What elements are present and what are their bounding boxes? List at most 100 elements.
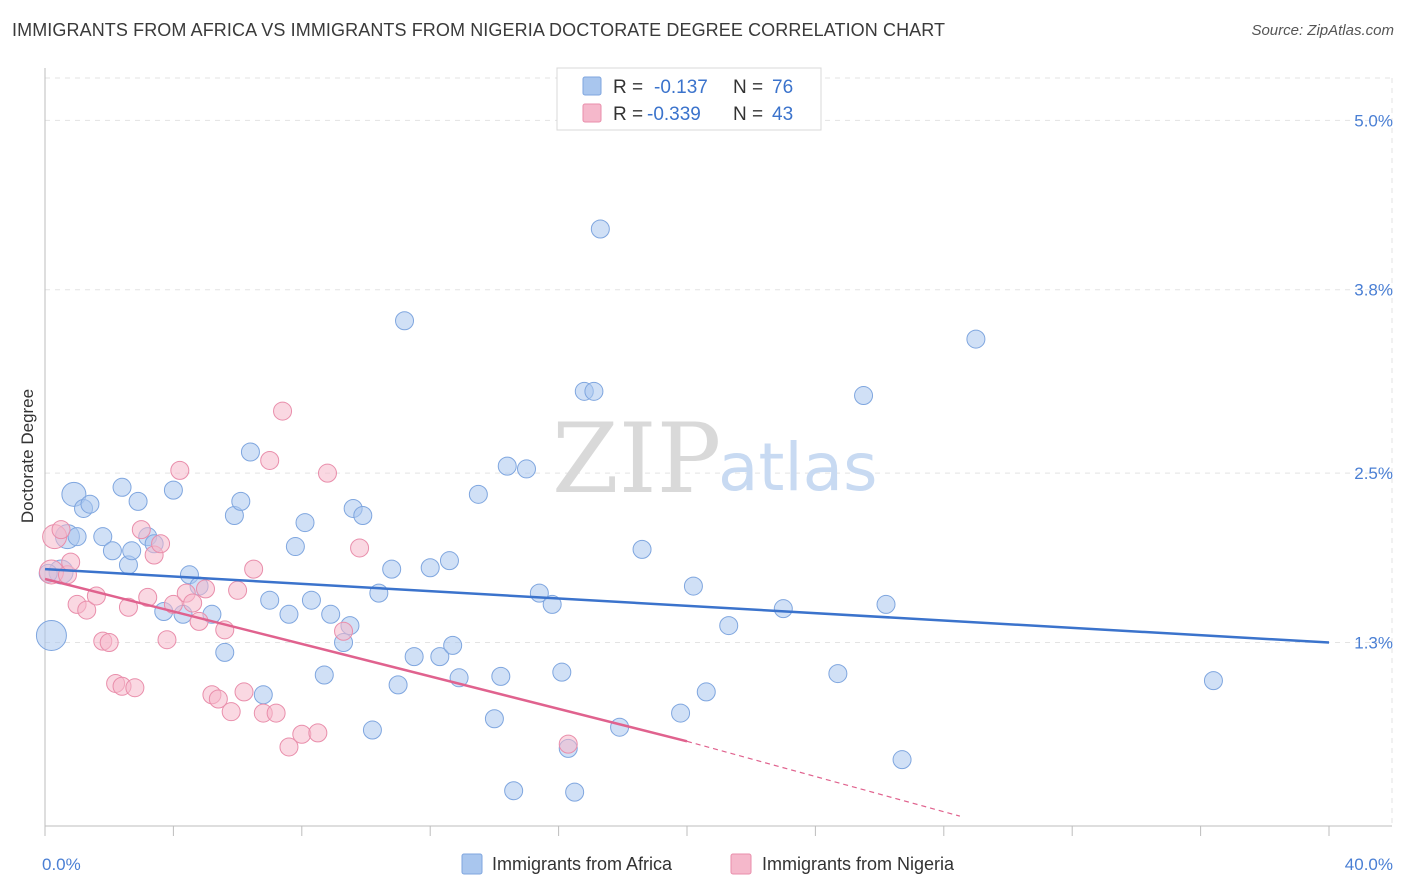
- point-africa: [260, 590, 280, 610]
- point-africa: [439, 551, 459, 571]
- point-nigeria: [77, 600, 97, 620]
- point-africa: [504, 781, 524, 801]
- point-africa: [828, 664, 848, 684]
- point-africa: [35, 619, 67, 651]
- legend-n-value: 76: [772, 77, 793, 98]
- point-africa: [610, 717, 630, 737]
- point-africa: [295, 513, 315, 533]
- point-africa: [468, 484, 488, 504]
- x-tick-label: 0.0%: [42, 855, 81, 874]
- point-africa: [395, 311, 415, 331]
- point-africa: [215, 642, 235, 662]
- point-nigeria: [189, 611, 209, 631]
- point-nigeria: [334, 621, 354, 641]
- point-africa: [321, 604, 341, 624]
- point-africa: [253, 685, 273, 705]
- point-nigeria: [170, 460, 190, 480]
- legend-top: R = -0.137 N = 76 R = -0.339 N = 43: [556, 67, 822, 131]
- point-africa: [388, 675, 408, 695]
- legend-row-africa: R = -0.137 N = 76: [582, 76, 793, 98]
- point-africa: [80, 494, 100, 514]
- watermark-atlas: atlas: [718, 429, 878, 506]
- legend-n-value: 43: [772, 104, 793, 125]
- point-nigeria: [317, 463, 337, 483]
- point-africa: [285, 537, 305, 557]
- trend-line-africa: [44, 567, 1330, 644]
- trend-line-nigeria: [44, 577, 688, 743]
- legend-r-value: -0.137: [654, 77, 708, 98]
- legend-swatch-africa: [461, 853, 483, 875]
- point-nigeria: [196, 579, 215, 599]
- point-nigeria: [208, 689, 228, 709]
- trend-lines: [44, 567, 1330, 817]
- legend-bottom: Immigrants from Africa Immigrants from N…: [461, 853, 955, 875]
- trend-line-nigeria-extension: [686, 740, 961, 817]
- legend-swatch-nigeria: [730, 853, 752, 875]
- point-africa: [683, 576, 703, 596]
- point-nigeria: [51, 520, 71, 540]
- point-africa: [314, 665, 334, 685]
- point-africa: [491, 666, 511, 686]
- point-nigeria: [221, 702, 241, 722]
- data-points: [35, 219, 1223, 802]
- point-africa: [966, 329, 986, 349]
- point-nigeria: [308, 723, 328, 743]
- point-africa: [517, 459, 536, 479]
- y-axis-label: Doctorate Degree: [18, 389, 37, 523]
- legend-n-label: N =: [733, 77, 763, 98]
- point-nigeria: [260, 450, 280, 470]
- y-tick-label: 3.8%: [1354, 281, 1393, 300]
- point-africa: [279, 604, 299, 624]
- point-africa: [128, 491, 148, 511]
- point-nigeria: [183, 593, 203, 613]
- legend-n-label: N =: [733, 104, 763, 125]
- legend-r-value: -0.339: [647, 104, 701, 125]
- point-africa: [301, 590, 321, 610]
- point-africa: [542, 594, 562, 614]
- watermark-zip: ZIP: [552, 403, 721, 515]
- point-africa: [552, 662, 572, 682]
- x-tick-labels: 0.0% 40.0%: [42, 855, 1393, 874]
- point-africa: [584, 381, 604, 401]
- x-tick-label: 40.0%: [1345, 855, 1393, 874]
- legend-swatch-nigeria: [582, 103, 602, 123]
- point-africa: [773, 599, 793, 619]
- point-nigeria: [151, 534, 171, 554]
- point-africa: [671, 703, 691, 723]
- point-africa: [430, 647, 450, 667]
- point-africa: [590, 219, 610, 239]
- point-africa: [240, 442, 260, 462]
- point-africa: [420, 558, 440, 578]
- point-africa: [484, 709, 504, 729]
- point-africa: [497, 456, 517, 476]
- point-nigeria: [234, 682, 254, 702]
- point-africa: [353, 506, 373, 526]
- point-nigeria: [99, 633, 119, 653]
- point-africa: [892, 750, 912, 770]
- point-africa: [632, 539, 652, 559]
- point-nigeria: [61, 552, 81, 572]
- point-nigeria: [157, 630, 177, 650]
- point-africa: [854, 386, 874, 406]
- point-africa: [696, 682, 716, 702]
- point-nigeria: [292, 724, 312, 744]
- legend-row-nigeria: R = -0.339 N = 43: [582, 103, 793, 125]
- y-tick-label: 1.3%: [1354, 634, 1393, 653]
- point-nigeria: [125, 678, 145, 698]
- axes: [44, 68, 1392, 836]
- legend-swatch-africa: [582, 76, 602, 96]
- point-africa: [362, 720, 382, 740]
- point-nigeria: [266, 703, 286, 723]
- point-nigeria: [350, 538, 370, 558]
- point-africa: [163, 480, 183, 500]
- point-nigeria: [279, 737, 299, 757]
- point-nigeria: [163, 594, 183, 614]
- point-africa: [122, 541, 142, 561]
- watermark: ZIP atlas: [552, 403, 878, 515]
- y-tick-label: 5.0%: [1354, 111, 1393, 130]
- point-nigeria: [273, 401, 293, 421]
- point-nigeria: [138, 587, 158, 607]
- point-nigeria: [228, 580, 248, 600]
- legend-label-africa: Immigrants from Africa: [492, 854, 673, 874]
